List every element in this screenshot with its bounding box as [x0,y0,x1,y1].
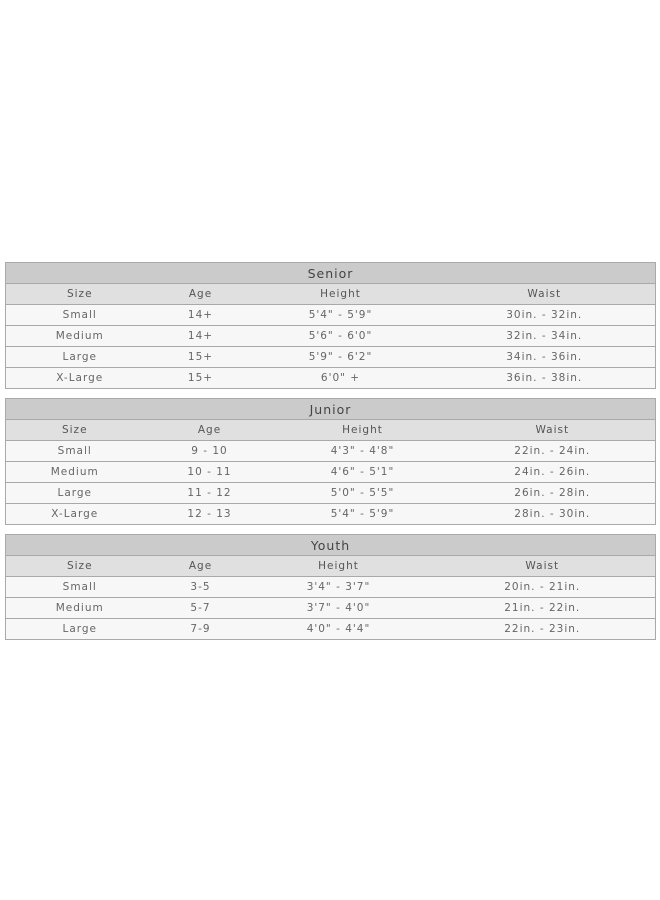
column-header: Size [5,555,154,577]
column-header: Age [153,555,248,577]
table-cell: 24in. - 26in. [449,461,656,483]
column-header: Height [247,283,434,305]
size-table-senior: Senior Size Age Height Waist Small 14+ 5'4" - 5… [5,262,656,389]
size-table-youth: Youth Size Age Height Waist Small 3-5 3'4" - 3'… [5,534,656,640]
column-header: Age [153,283,248,305]
table-cell: 3-5 [153,576,248,598]
table-row: X-Large 12 - 13 5'4" - 5'9" 28in. - 30in. [5,503,656,525]
table-cell: Medium [5,597,154,619]
column-header: Height [275,419,450,441]
table-row: Small 3-5 3'4" - 3'7" 20in. - 21in. [5,576,656,598]
table-row: Medium 5-7 3'7" - 4'0" 21in. - 22in. [5,597,656,619]
table-cell: 14+ [153,304,248,326]
table-cell: X-Large [5,503,144,525]
table-cell: 4'0" - 4'4" [247,618,430,640]
table-cell: 10 - 11 [143,461,276,483]
size-table-junior: Junior Size Age Height Waist Small 9 - 10 4'3" … [5,398,657,525]
table-cell: 5'4" - 5'9" [275,503,450,525]
column-header: Size [5,283,154,305]
table-cell: 3'7" - 4'0" [247,597,430,619]
table-row: Large 7-9 4'0" - 4'4" 22in. - 23in. [5,618,656,640]
table-cell: 32in. - 34in. [433,325,656,347]
table-cell: 11 - 12 [143,482,276,504]
table-cell: Large [5,346,154,368]
table-cell: 22in. - 23in. [429,618,656,640]
table-cell: 15+ [153,346,248,368]
table-cell: 4'3" - 4'8" [275,440,450,462]
table-cell: Small [5,304,154,326]
table-title: Youth [5,534,656,556]
table-header-row: Size Age Height Waist [5,419,656,441]
table-cell: Small [5,440,144,462]
table-cell: Large [5,482,144,504]
table-cell: 34in. - 36in. [433,346,656,368]
table-cell: 5'0" - 5'5" [275,482,450,504]
table-cell: 4'6" - 5'1" [275,461,450,483]
table-cell: 5'6" - 6'0" [247,325,434,347]
table-title-row: Junior [5,398,656,420]
table-cell: 3'4" - 3'7" [247,576,430,598]
table-title-row: Senior [5,262,656,284]
table-header-row: Size Age Height Waist [5,283,656,305]
table-title-row: Youth [5,534,656,556]
column-header: Size [5,419,144,441]
table-cell: 9 - 10 [143,440,276,462]
table-row: Large 11 - 12 5'0" - 5'5" 26in. - 28in. [5,482,656,504]
table-header-row: Size Age Height Waist [5,555,656,577]
table-cell: Medium [5,461,144,483]
table-cell: 7-9 [153,618,248,640]
table-cell: 5-7 [153,597,248,619]
table-cell: 12 - 13 [143,503,276,525]
table-title: Junior [5,398,656,420]
table-cell: Medium [5,325,154,347]
column-header: Age [143,419,276,441]
column-header: Height [247,555,430,577]
column-header: Waist [449,419,656,441]
table-cell: 20in. - 21in. [429,576,656,598]
table-cell: 15+ [153,367,248,389]
table-cell: 30in. - 32in. [433,304,656,326]
table-row: Small 9 - 10 4'3" - 4'8" 22in. - 24in. [5,440,656,462]
table-cell: 36in. - 38in. [433,367,656,389]
table-row: Small 14+ 5'4" - 5'9" 30in. - 32in. [5,304,656,326]
table-cell: 14+ [153,325,248,347]
table-cell: Small [5,576,154,598]
table-cell: 5'9" - 6'2" [247,346,434,368]
table-title: Senior [5,262,656,284]
table-cell: 26in. - 28in. [449,482,656,504]
table-cell: X-Large [5,367,154,389]
column-header: Waist [433,283,656,305]
column-header: Waist [429,555,656,577]
table-cell: 22in. - 24in. [449,440,656,462]
table-cell: Large [5,618,154,640]
table-cell: 6'0" + [247,367,434,389]
table-row: X-Large 15+ 6'0" +36in. - 38in. [5,367,656,389]
table-cell: 21in. - 22in. [429,597,656,619]
table-cell: 5'4" - 5'9" [247,304,434,326]
table-row: Large 15+ 5'9" - 6'2" 34in. - 36in. [5,346,656,368]
table-row: Medium 10 - 11 4'6" - 5'1" 24in. - 26in. [5,461,656,483]
table-row: Medium 14+ 5'6" - 6'0" 32in. - 34in. [5,325,656,347]
table-cell: 28in. - 30in. [449,503,656,525]
